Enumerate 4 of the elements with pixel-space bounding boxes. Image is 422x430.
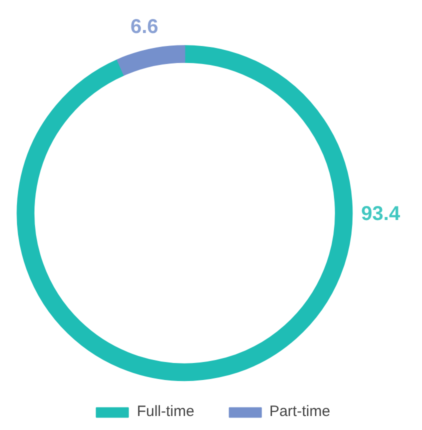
legend-label: Part-time <box>269 403 330 420</box>
data-label: 6.6 <box>130 16 158 38</box>
legend-label: Full-time <box>136 403 194 420</box>
data-label: 93.4 <box>361 203 401 226</box>
